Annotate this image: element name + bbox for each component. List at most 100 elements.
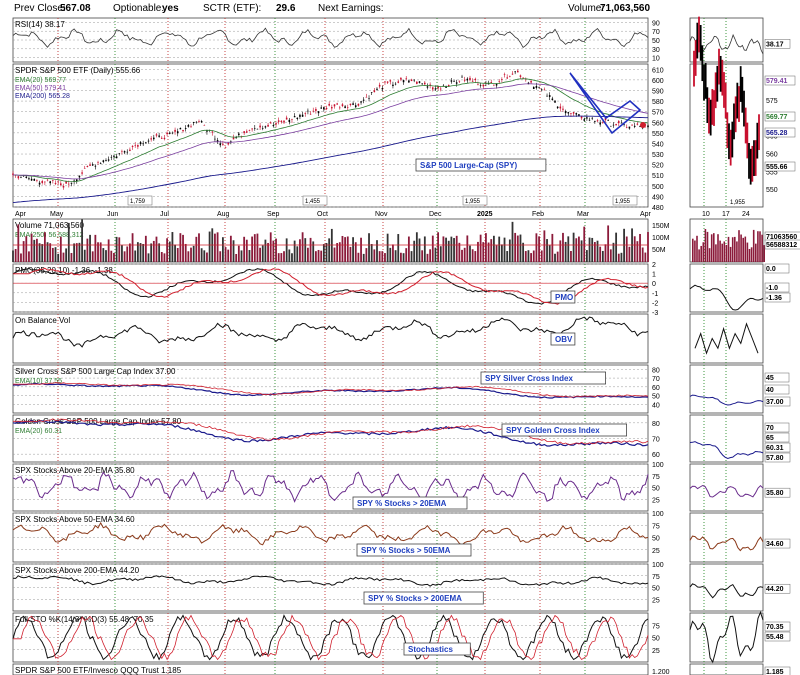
ratio-last-tag-bg — [764, 666, 791, 675]
volume-bar — [434, 247, 437, 262]
price-candle — [17, 176, 20, 179]
price-candle — [610, 125, 612, 127]
price-candle — [594, 120, 596, 122]
price-candle — [466, 78, 469, 81]
volume-bar — [243, 236, 246, 262]
volume-bar — [599, 246, 602, 262]
volume-bar — [485, 233, 487, 262]
zoom-volume-bar — [759, 231, 761, 262]
pmo-tag: -1.36 — [766, 295, 782, 302]
pmo-tag: 0.0 — [766, 266, 776, 273]
optionable-label: Optionable: — [113, 3, 165, 14]
price-candle — [586, 117, 588, 119]
price-candle — [299, 114, 301, 117]
above200-annotation: SPY % Stocks > 200EMA — [368, 594, 462, 603]
volume-bar — [99, 242, 102, 262]
price-candle — [317, 111, 320, 114]
price-candle — [179, 127, 182, 130]
volume-bar — [147, 253, 150, 262]
zoom-volume-bar — [738, 230, 740, 262]
volume-bar — [275, 238, 277, 262]
pmo-tag-bg — [764, 282, 790, 293]
above20-annotation-box — [352, 496, 468, 510]
above200-zoom-line — [689, 583, 764, 599]
y-tick-label: 100 — [652, 462, 664, 469]
price-candle — [94, 165, 97, 167]
price-candle — [575, 113, 578, 115]
volume-bar — [49, 243, 52, 262]
earnings-flag-bg — [127, 195, 153, 206]
price-candle — [222, 143, 224, 145]
price-candle — [123, 151, 126, 153]
earnings-flag: 1,759 — [130, 199, 146, 205]
price-candle — [551, 98, 554, 101]
price-candle — [97, 162, 99, 163]
volume-bar — [546, 239, 548, 262]
price-candle — [612, 124, 615, 126]
above20-last-tag: 35.80 — [766, 490, 784, 497]
volume-bar — [22, 241, 25, 262]
volume-bar — [62, 252, 65, 262]
sto-annotation: Stochastics — [408, 645, 453, 654]
price-candle — [384, 81, 386, 83]
price-candle — [522, 77, 524, 79]
volume-bar — [142, 243, 145, 262]
volume-bar — [381, 251, 384, 262]
month-label: May — [50, 211, 64, 218]
golden-zoom-tag: 60.31 — [766, 445, 784, 452]
volume-bar — [208, 231, 211, 262]
price-candle — [602, 122, 604, 123]
volume-bar — [312, 241, 315, 262]
zoom-volume-bar — [710, 234, 713, 262]
price-candle — [509, 76, 511, 77]
volume-bar — [591, 237, 594, 262]
volume-bar — [150, 243, 153, 262]
price-candle — [596, 120, 599, 122]
volume-bar — [575, 238, 578, 262]
volume-bar — [81, 219, 83, 262]
zoom-y-tick: 550 — [766, 187, 778, 194]
golden-annotation: SPY Golden Cross Index — [506, 426, 600, 435]
price-candle — [633, 125, 636, 127]
ratio-tick: 1.200 — [652, 669, 670, 675]
price-candle — [280, 120, 283, 122]
sto-d-tag-bg — [764, 621, 791, 632]
volume-bar — [20, 253, 22, 262]
volume-bar — [235, 253, 238, 262]
price-candle — [147, 140, 150, 142]
volume-bar — [585, 250, 588, 262]
price-candle — [373, 90, 376, 93]
volume-bar — [65, 248, 68, 262]
volume-bar — [14, 248, 17, 262]
zoom-volume-bar — [736, 241, 738, 262]
volume-bar — [269, 232, 272, 262]
price-candle — [370, 92, 373, 93]
panel-frame-price — [12, 63, 649, 208]
price-candle — [129, 149, 131, 151]
volume-bar — [362, 253, 365, 262]
price-candle — [36, 180, 38, 181]
panel-legend-golden: EMA(20) 60.31 — [15, 428, 62, 435]
month-label: Jul — [160, 211, 169, 218]
price-candle — [333, 104, 336, 107]
price-candle — [89, 164, 91, 166]
price-candle — [163, 137, 166, 140]
volume-bar — [623, 228, 625, 262]
volume-bar — [206, 252, 208, 262]
zoom-frame-above50 — [689, 512, 764, 563]
volume-bar — [46, 242, 49, 262]
volume-bar — [126, 246, 129, 262]
price-candle — [344, 106, 346, 109]
price-candle — [121, 150, 123, 152]
golden-annotation-box — [501, 423, 627, 437]
pmo-tag-bg — [764, 263, 790, 274]
volume-bar — [384, 253, 386, 262]
price-candle — [591, 117, 594, 119]
above50-annotation-box — [356, 543, 472, 557]
price-candle — [315, 108, 317, 111]
price-candle — [341, 104, 344, 106]
price-candle — [184, 128, 187, 130]
ema200-last-tag-bg — [764, 127, 796, 138]
price-candle — [264, 126, 267, 128]
rsi-line — [12, 27, 649, 48]
